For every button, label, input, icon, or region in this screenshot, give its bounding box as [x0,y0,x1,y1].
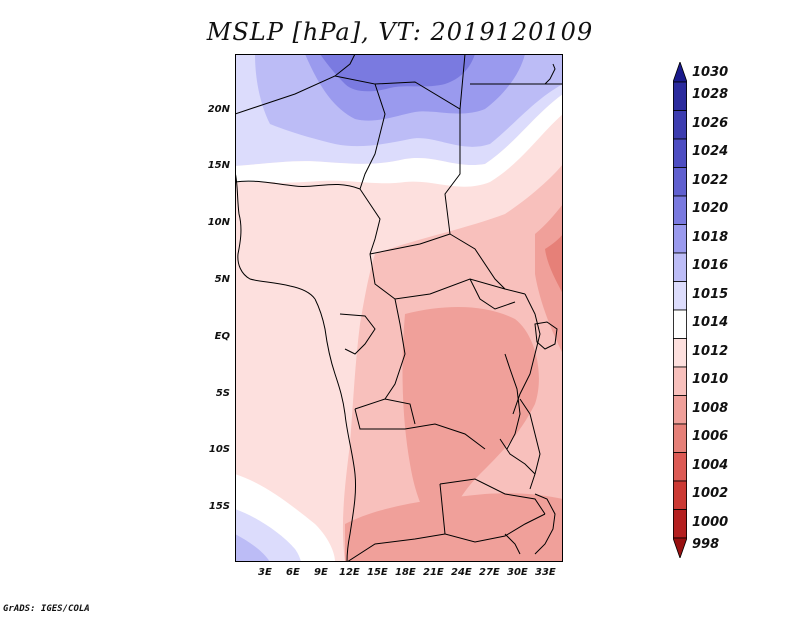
lat-label-5n: 5N [214,274,230,285]
colorbar-swatch [673,252,687,282]
lat-label-eq: EQ [214,331,230,342]
colorbar-swatch [673,167,687,197]
field-1008-south [345,493,563,562]
colorbar-swatch [673,509,687,539]
colorbar-label: 1004 [692,457,729,473]
lat-label-15s: 15S [208,501,230,512]
colorbar-swatch [673,480,687,510]
map-title: MSLP [hPa], VT: 2019120109 [206,18,594,46]
lon-label-27e: 27E [479,567,500,578]
lon-label-24e: 24E [451,567,472,578]
lon-label-33e: 33E [535,567,556,578]
colorbar-swatch [673,195,687,225]
colorbar-label: 1006 [692,429,729,445]
field-1015-band [235,94,563,187]
colorbar-label: 1014 [692,315,729,331]
field-1006-east [545,234,563,294]
colorbar-swatch [673,338,687,368]
lat-label-5s: 5S [215,388,230,399]
lat-label-20n: 20N [207,104,230,115]
colorbar-swatch [673,423,687,453]
colorbar-swatch [673,366,687,396]
lon-label-18e: 18E [395,567,416,578]
footer-credit: GrADS: IGES/COLA [3,604,90,614]
field-1018-southwest [235,534,270,562]
colorbar-swatch [673,309,687,339]
colorbar-swatch [673,395,687,425]
colorbar-label: 1024 [692,144,729,160]
colorbar-label: 1020 [692,201,729,217]
colorbar-label: 1010 [692,372,729,388]
colorbar-label: 1002 [692,486,729,502]
colorbar-swatch [673,281,687,311]
field-1022-north [320,54,475,92]
colorbar-label: 1000 [692,514,729,530]
lon-label-9e: 9E [314,567,328,578]
colorbar-label: 1030 [692,65,729,80]
colorbar-label: 998 [692,537,720,552]
field-1008-central [402,307,539,534]
lon-label-3e: 3E [258,567,272,578]
colorbar-label: 1015 [692,286,729,302]
colorbar-label: 1016 [692,258,729,274]
lon-label-21e: 21E [423,567,444,578]
lon-label-6e: 6E [286,567,300,578]
colorbar-label: 1018 [692,229,729,245]
colorbar-swatch [673,81,687,111]
lon-label-12e: 12E [339,567,360,578]
colorbar-swatch [673,224,687,254]
lon-label-15e: 15E [367,567,388,578]
country-borders [235,54,563,562]
colorbar-swatch [673,138,687,168]
colorbar-label: 1028 [692,87,729,103]
colorbar [673,62,687,558]
colorbar-label: 1008 [692,400,729,416]
lat-label-10s: 10S [208,444,230,455]
colorbar-bottom-arrow [673,537,687,558]
colorbar-top-arrow [673,62,687,83]
colorbar-swatch [673,110,687,140]
colorbar-label: 1026 [692,115,729,131]
lat-label-15n: 15N [207,160,230,171]
lat-label-10n: 10N [207,217,230,228]
colorbar-swatch [673,452,687,482]
pressure-map [235,54,563,562]
map-border [235,54,563,562]
colorbar-label: 1012 [692,343,729,359]
field-1014-west [235,182,285,494]
lon-label-30e: 30E [507,567,528,578]
colorbar-label: 1022 [692,172,729,188]
